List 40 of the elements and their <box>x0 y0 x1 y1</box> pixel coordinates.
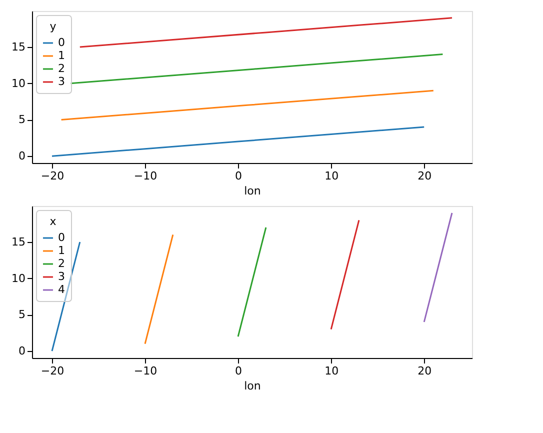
x-tick-label: 20 <box>418 170 432 182</box>
legend-title: y <box>50 20 57 33</box>
x-axis-title: lon <box>244 380 261 392</box>
y-tick-label: 5 <box>18 113 26 126</box>
legend-label: 2 <box>58 257 65 270</box>
y-tick-label: 0 <box>18 344 26 358</box>
x-tick-label: −20 <box>40 364 64 378</box>
x-tick-label: −20 <box>40 170 64 182</box>
legend-label: 1 <box>58 244 65 257</box>
legend-label: 0 <box>58 231 65 244</box>
y-tick-label: 5 <box>18 308 26 322</box>
x-tick-label: −10 <box>134 364 158 378</box>
y-tick-label: 10 <box>12 272 26 285</box>
x-tick-label: 20 <box>418 364 432 378</box>
line-series <box>70 54 444 84</box>
legend-label: 0 <box>58 36 65 49</box>
line-series <box>51 241 81 352</box>
y-tick-label: 15 <box>12 236 26 248</box>
x-tick-label: −10 <box>134 170 158 182</box>
line-series <box>144 234 174 345</box>
y-tick-label: 0 <box>18 150 26 163</box>
x-tick-label: 10 <box>324 364 339 378</box>
legend-label: 1 <box>58 49 65 62</box>
legend-label: 4 <box>58 283 65 296</box>
line-series <box>330 219 360 330</box>
x-tick-label: 0 <box>235 364 242 378</box>
y-tick-label: 10 <box>12 76 26 90</box>
legend-label: 3 <box>58 270 65 283</box>
line-series <box>79 17 453 48</box>
x-axis-title: lon <box>244 184 261 198</box>
x-tick-label: 10 <box>324 170 339 182</box>
line-series <box>237 226 267 338</box>
line-series <box>51 126 425 157</box>
line-series <box>60 90 434 120</box>
line-series <box>423 212 453 323</box>
y-tick-label: 15 <box>12 40 26 54</box>
legend-label: 3 <box>58 75 65 88</box>
legend-title: x <box>50 215 57 228</box>
x-tick-label: 0 <box>235 170 242 182</box>
legend-label: 2 <box>58 62 65 75</box>
